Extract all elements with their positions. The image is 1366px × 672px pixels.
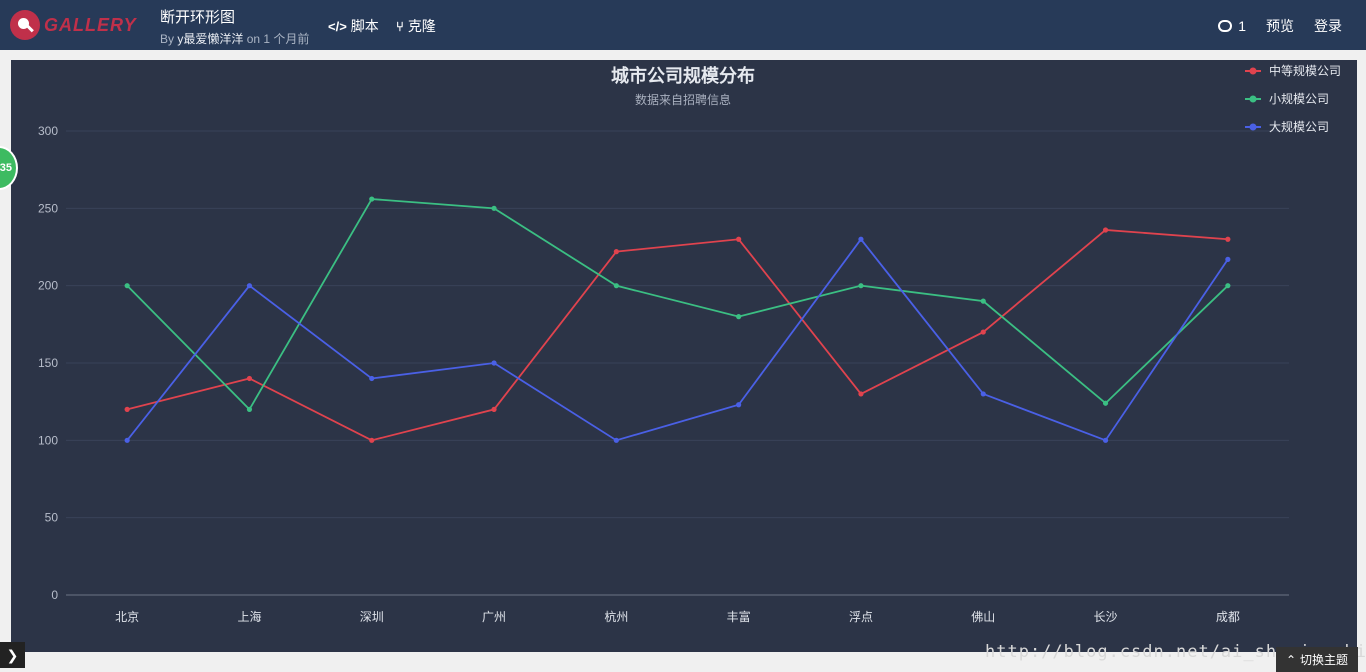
comment-icon — [1218, 20, 1233, 32]
by-prefix: By — [160, 32, 175, 46]
chevron-right-icon: ❯ — [6, 646, 19, 663]
legend-marker — [1249, 67, 1257, 75]
data-point — [858, 391, 864, 397]
data-point — [246, 375, 253, 382]
data-point — [1102, 400, 1109, 406]
x-tick-label: 深圳 — [360, 610, 384, 624]
preview-button[interactable]: 预览 — [1266, 18, 1294, 34]
x-tick-label: 佛山 — [971, 610, 995, 624]
data-point — [980, 298, 986, 304]
logo-icon — [10, 10, 40, 40]
right-nav: 1 预览 登录 — [1198, 16, 1342, 36]
logo-text: GALLERY — [44, 14, 137, 35]
byline: By y最爱懒洋洋 on 1 个月前 — [160, 30, 309, 47]
data-point — [369, 196, 375, 202]
comments-button[interactable]: 1 — [1218, 18, 1246, 34]
x-tick-label: 浮点 — [849, 610, 873, 624]
chart-subtitle: 数据来自招聘信息 — [635, 92, 731, 107]
series-line — [126, 229, 1228, 442]
data-point — [736, 314, 742, 320]
data-point — [1225, 256, 1231, 262]
x-tick-label: 长沙 — [1094, 610, 1118, 624]
comment-count: 1 — [1238, 18, 1246, 34]
legend-label: 大规模公司 — [1269, 119, 1329, 134]
data-point — [1225, 236, 1231, 242]
page-title: 断开环形图 — [160, 9, 236, 26]
nav-clone[interactable]: ⑂ 克隆 — [396, 16, 436, 36]
legend-marker — [1249, 95, 1257, 103]
data-point — [1102, 437, 1109, 443]
x-tick-label: 上海 — [237, 609, 261, 624]
legend-label: 中等规模公司 — [1269, 63, 1341, 78]
watermark: http://blog.csdn.net/ai_shuyingzhixia — [985, 642, 1366, 662]
expand-sidebar-button[interactable]: ❯ — [0, 642, 25, 668]
data-point — [369, 375, 375, 382]
data-point — [1102, 227, 1109, 233]
data-point — [124, 406, 130, 412]
data-point — [124, 283, 130, 289]
series-line — [126, 198, 1229, 411]
x-tick-label: 成都 — [1216, 610, 1240, 624]
chevron-up-icon: ⌃ — [1285, 652, 1297, 667]
post-time: on 1 个月前 — [246, 32, 310, 46]
x-tick-label: 北京 — [115, 610, 139, 624]
legend-marker — [1249, 123, 1257, 131]
fork-icon: ⑂ — [396, 18, 404, 34]
data-point — [858, 236, 864, 242]
data-point — [491, 205, 497, 211]
data-point — [613, 283, 619, 289]
data-point — [491, 360, 497, 366]
title-block: 断开环形图 By y最爱懒洋洋 on 1 个月前 — [160, 6, 309, 47]
data-point — [1225, 283, 1231, 289]
data-point — [246, 406, 253, 412]
switch-theme-label: 切换主题 — [1300, 653, 1349, 667]
data-point — [491, 406, 497, 412]
nav-script-label: 脚本 — [350, 18, 379, 34]
series-line — [126, 237, 1229, 442]
top-bar: GALLERY 断开环形图 By y最爱懒洋洋 on 1 个月前 </> 脚本 … — [0, 0, 1366, 50]
y-tick-label: 200 — [38, 279, 58, 293]
y-tick-label: 250 — [38, 201, 58, 215]
nav-script[interactable]: </> 脚本 — [328, 16, 379, 36]
author-link[interactable]: y最爱懒洋洋 — [177, 32, 244, 46]
data-point — [736, 402, 742, 408]
chart-panel: 城市公司规模分布数据来自招聘信息 0 50 100 150 200 250 300 北京 上海 深圳… — [11, 60, 1357, 652]
data-point — [124, 437, 130, 443]
x-tick-label: 丰富 — [727, 609, 751, 624]
data-point — [736, 236, 742, 242]
nav-clone-label: 克隆 — [407, 18, 436, 34]
x-tick-label: 广州 — [482, 610, 506, 624]
code-icon: </> — [328, 18, 347, 34]
chart-title: 城市公司规模分布 — [611, 65, 755, 86]
data-point — [246, 283, 253, 289]
data-point — [369, 437, 375, 443]
legend-label: 小规模公司 — [1269, 91, 1329, 106]
y-tick-label: 50 — [45, 511, 59, 525]
y-tick-label: 100 — [38, 433, 58, 447]
y-tick-label: 300 — [38, 124, 58, 138]
login-button[interactable]: 登录 — [1314, 18, 1342, 34]
data-point — [613, 249, 619, 255]
data-point — [858, 283, 864, 289]
x-tick-label: 杭州 — [604, 609, 628, 624]
data-point — [980, 391, 986, 397]
y-tick-label: 0 — [51, 588, 58, 602]
data-point — [613, 437, 619, 443]
switch-theme-button[interactable]: ⌃ 切换主题 — [1276, 647, 1358, 672]
data-point — [980, 329, 986, 335]
gallery-logo[interactable]: GALLERY — [10, 8, 137, 42]
y-tick-label: 150 — [38, 356, 58, 370]
